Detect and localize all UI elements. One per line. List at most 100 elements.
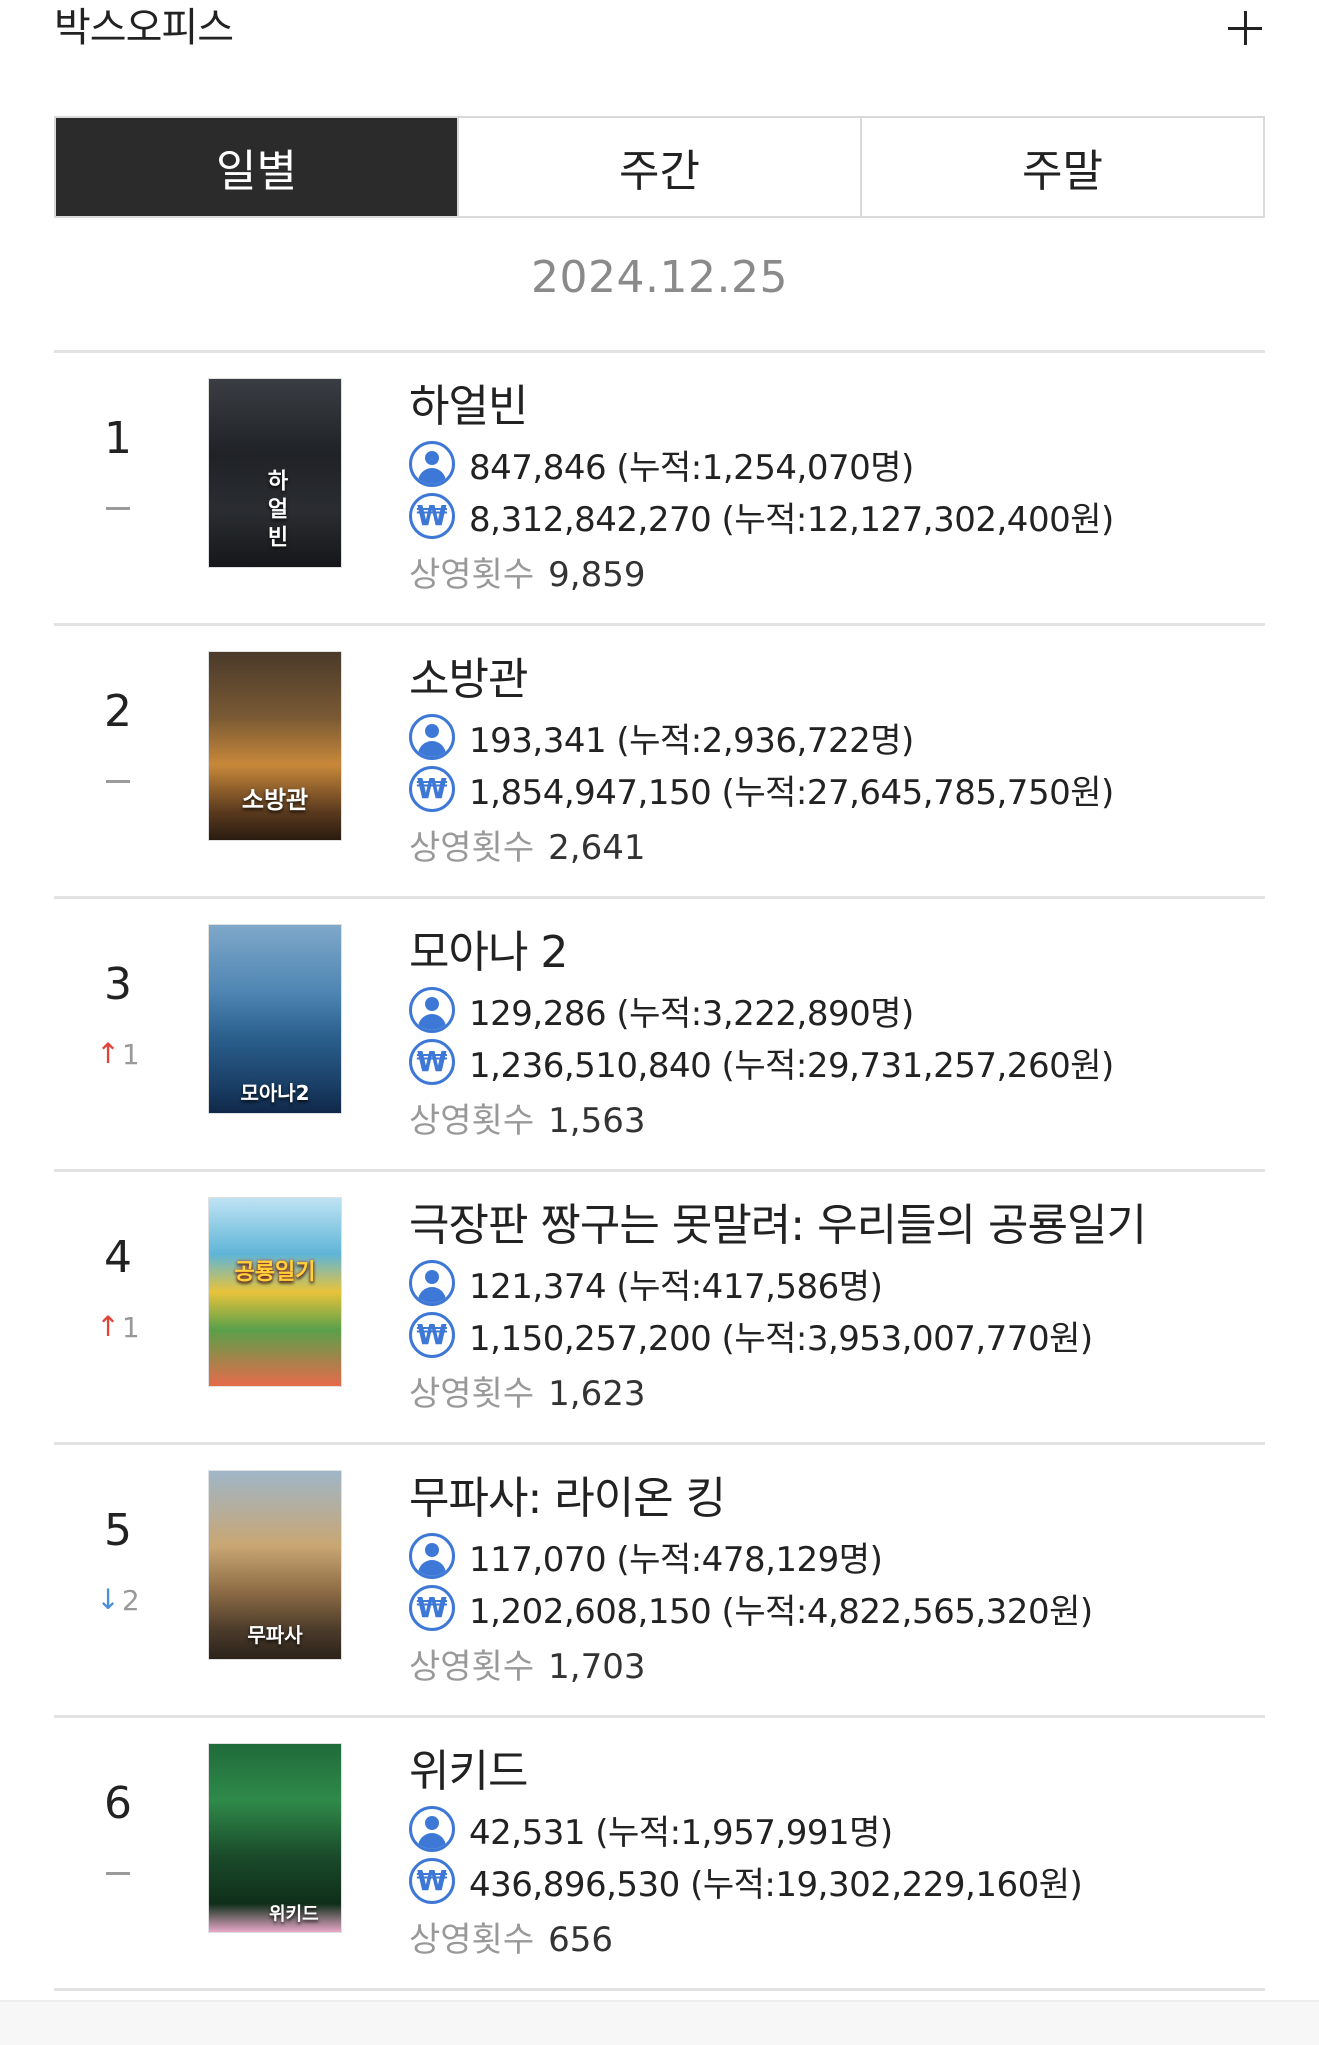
movie-title[interactable]: 모아나 2 [409, 927, 568, 978]
won-icon: ₩ [409, 766, 455, 812]
rank-up-arrow-icon: ↑ [96, 1310, 120, 1343]
won-icon: ₩ [409, 1312, 455, 1358]
show-count: 상영횟수 2,641 [409, 820, 1249, 869]
show-count-value: 2,641 [548, 828, 646, 868]
poster-title-text: 소방관 [241, 786, 309, 814]
movie-info: 모아나 2 129,286 (누적:3,222,890명) ₩1,236,510… [409, 925, 1249, 1142]
show-count-label: 상영횟수 [409, 1647, 535, 1687]
sales-amount: 8,312,842,270 (누적:12,127,302,400원) [469, 499, 1114, 540]
rank-number: 3 [104, 959, 132, 1010]
no-change-dash-icon [106, 506, 130, 510]
movie-info: 무파사: 라이온 킹 117,070 (누적:478,129명) ₩1,202,… [409, 1471, 1249, 1688]
show-count-value: 1,703 [548, 1647, 646, 1687]
poster-title-text: 모아나2 [240, 1081, 310, 1105]
plus-icon[interactable] [1225, 8, 1265, 48]
poster-title-text: 위키드 [269, 1904, 319, 1925]
movie-row[interactable]: 1 하얼빈 하얼빈 847,846 (누적:1,254,070명) ₩8,312… [54, 353, 1265, 626]
rank-number: 6 [104, 1778, 132, 1829]
rank-change: ↓ 2 [54, 1583, 182, 1617]
show-count-value: 9,859 [548, 555, 646, 595]
show-count: 상영횟수 9,859 [409, 547, 1249, 596]
movie-row[interactable]: 2 소방관 소방관 193,341 (누적:2,936,722명) ₩1,854… [54, 626, 1265, 899]
show-count-value: 656 [548, 1920, 614, 1960]
movie-poster[interactable]: 모아나2 [209, 925, 341, 1113]
movie-row[interactable]: 3 ↑ 1 모아나2 모아나 2 129,286 (누적:3,222,890명) … [54, 899, 1265, 1172]
sales-stat: ₩1,202,608,150 (누적:4,822,565,320원) [409, 1585, 1249, 1632]
audience-count: 121,374 (누적:417,586명) [469, 1266, 883, 1307]
sales-stat: ₩1,150,257,200 (누적:3,953,007,770원) [409, 1312, 1249, 1359]
poster-title-text: 하얼빈 [263, 469, 288, 553]
tab-weekend[interactable]: 주말 [860, 118, 1263, 216]
show-count-label: 상영횟수 [409, 555, 535, 595]
rank-change: ↑ 1 [54, 1310, 182, 1344]
rank-change-value: 2 [121, 1583, 140, 1617]
rank-number: 4 [104, 1232, 132, 1283]
show-count: 상영횟수 1,563 [409, 1093, 1249, 1142]
movie-row[interactable]: 6 위키드 위키드 42,531 (누적:1,957,991명) ₩436,89… [54, 1718, 1265, 1991]
movie-title[interactable]: 소방관 [409, 654, 528, 705]
movie-poster[interactable]: 하얼빈 [209, 379, 341, 567]
tab-daily[interactable]: 일별 [56, 118, 457, 216]
movie-info: 하얼빈 847,846 (누적:1,254,070명) ₩8,312,842,2… [409, 379, 1249, 596]
show-count: 상영횟수 1,703 [409, 1639, 1249, 1688]
sales-stat: ₩1,854,947,150 (누적:27,645,785,750원) [409, 766, 1249, 813]
rank-change: ↑ 1 [54, 1037, 182, 1071]
rank-change [54, 766, 182, 796]
audience-count: 847,846 (누적:1,254,070명) [469, 447, 914, 488]
sales-stat: ₩436,896,530 (누적:19,302,229,160원) [409, 1858, 1249, 1905]
sales-stat: ₩1,236,510,840 (누적:29,731,257,260원) [409, 1039, 1249, 1086]
rank-change-value: 1 [121, 1037, 140, 1071]
person-icon [409, 714, 455, 760]
rank-number: 1 [104, 413, 132, 464]
movie-poster[interactable]: 무파사 [209, 1471, 341, 1659]
movie-list: 1 하얼빈 하얼빈 847,846 (누적:1,254,070명) ₩8,312… [54, 350, 1265, 1991]
movie-title[interactable]: 하얼빈 [409, 381, 528, 432]
movie-info: 위키드 42,531 (누적:1,957,991명) ₩436,896,530 … [409, 1744, 1249, 1961]
box-office-header: 박스오피스 [54, 0, 1265, 60]
audience-stat: 42,531 (누적:1,957,991명) [409, 1806, 1249, 1853]
no-change-dash-icon [106, 1871, 130, 1875]
movie-row[interactable]: 4 ↑ 1 공룡일기 극장판 짱구는 못말려: 우리들의 공룡일기 121,374… [54, 1172, 1265, 1445]
show-count-value: 1,623 [548, 1374, 646, 1414]
movie-poster[interactable]: 공룡일기 [209, 1198, 341, 1386]
sales-amount: 1,202,608,150 (누적:4,822,565,320원) [469, 1591, 1093, 1632]
movie-title[interactable]: 무파사: 라이온 킹 [409, 1473, 726, 1524]
audience-stat: 117,070 (누적:478,129명) [409, 1533, 1249, 1580]
audience-count: 42,531 (누적:1,957,991명) [469, 1812, 893, 1853]
show-count-label: 상영횟수 [409, 1920, 535, 1960]
movie-info: 극장판 짱구는 못말려: 우리들의 공룡일기 121,374 (누적:417,5… [409, 1198, 1249, 1415]
no-change-dash-icon [106, 779, 130, 783]
movie-title[interactable]: 극장판 짱구는 못말려: 우리들의 공룡일기 [409, 1200, 1147, 1251]
person-icon [409, 1806, 455, 1852]
sales-amount: 1,236,510,840 (누적:29,731,257,260원) [469, 1045, 1114, 1086]
show-count-label: 상영횟수 [409, 828, 535, 868]
movie-info: 소방관 193,341 (누적:2,936,722명) ₩1,854,947,1… [409, 652, 1249, 869]
person-icon [409, 441, 455, 487]
audience-stat: 847,846 (누적:1,254,070명) [409, 441, 1249, 488]
rank-number: 2 [104, 686, 132, 737]
audience-stat: 121,374 (누적:417,586명) [409, 1260, 1249, 1307]
movie-poster[interactable]: 위키드 [209, 1744, 341, 1932]
audience-count: 193,341 (누적:2,936,722명) [469, 720, 914, 761]
sales-amount: 1,854,947,150 (누적:27,645,785,750원) [469, 772, 1114, 813]
tab-weekly[interactable]: 주간 [457, 118, 860, 216]
show-count-label: 상영횟수 [409, 1101, 535, 1141]
audience-stat: 193,341 (누적:2,936,722명) [409, 714, 1249, 761]
poster-title-text: 공룡일기 [234, 1260, 316, 1285]
rank-change [54, 1858, 182, 1888]
show-count: 상영횟수 1,623 [409, 1366, 1249, 1415]
won-icon: ₩ [409, 493, 455, 539]
rank-number: 5 [104, 1505, 132, 1556]
person-icon [409, 1533, 455, 1579]
movie-title[interactable]: 위키드 [409, 1746, 528, 1797]
sales-amount: 1,150,257,200 (누적:3,953,007,770원) [469, 1318, 1093, 1359]
movie-poster[interactable]: 소방관 [209, 652, 341, 840]
box-office-date: 2024.12.25 [531, 252, 788, 303]
rank-down-arrow-icon: ↓ [96, 1583, 120, 1616]
movie-row[interactable]: 5 ↓ 2 무파사 무파사: 라이온 킹 117,070 (누적:478,129명… [54, 1445, 1265, 1718]
bottom-bar [0, 2000, 1319, 2045]
period-tabs: 일별 주간 주말 [54, 116, 1265, 218]
rank-up-arrow-icon: ↑ [96, 1037, 120, 1070]
person-icon [409, 1260, 455, 1306]
sales-stat: ₩8,312,842,270 (누적:12,127,302,400원) [409, 493, 1249, 540]
